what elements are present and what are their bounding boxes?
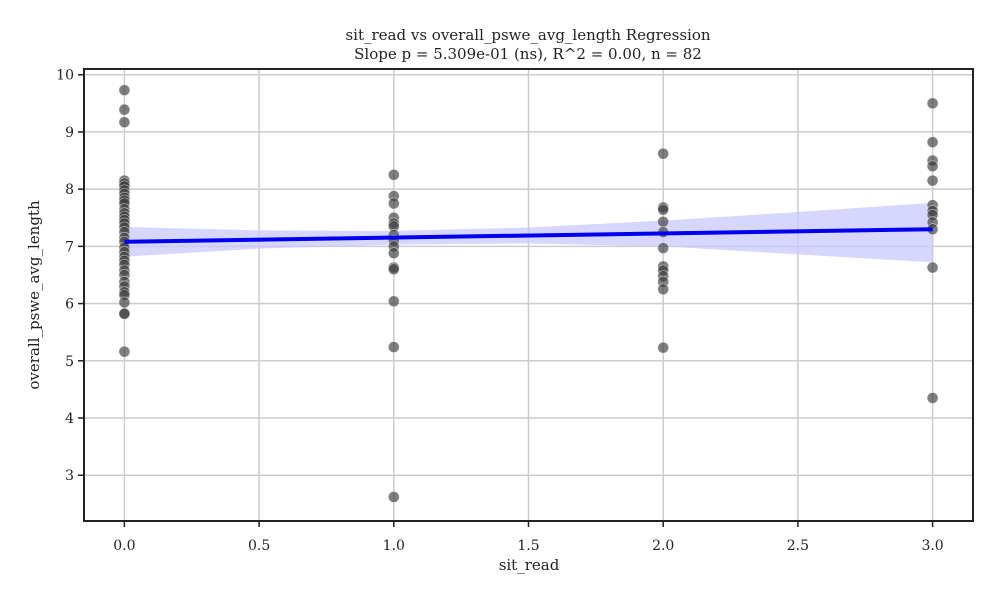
data-point xyxy=(657,203,669,216)
y-tick-label: 7 xyxy=(65,239,74,255)
data-point xyxy=(926,261,939,274)
data-point xyxy=(118,84,131,96)
chart-title-line-1: sit_read vs overall_pswe_avg_length Regr… xyxy=(345,26,710,44)
data-point xyxy=(657,147,669,160)
y-tick-label: 4 xyxy=(65,411,74,427)
x-axis-label: sit_read xyxy=(499,556,560,574)
y-tick-label: 3 xyxy=(65,468,74,484)
y-tick-label: 8 xyxy=(65,182,74,198)
confidence-band-layer xyxy=(124,202,933,263)
x-tick-label: 0.5 xyxy=(248,538,270,554)
data-point xyxy=(118,308,131,320)
data-point xyxy=(388,263,400,276)
y-tick-label: 5 xyxy=(65,354,74,370)
x-tick-label: 1.5 xyxy=(517,538,539,554)
data-point xyxy=(926,97,939,110)
scatter-points xyxy=(118,84,939,503)
data-point xyxy=(926,392,939,404)
y-tick-label: 9 xyxy=(65,125,74,141)
data-point xyxy=(388,247,400,260)
data-point xyxy=(118,345,131,358)
data-point xyxy=(388,341,400,353)
data-point xyxy=(118,116,131,129)
x-tick-label: 2.0 xyxy=(652,538,674,554)
y-tick-label: 10 xyxy=(56,68,74,84)
data-point xyxy=(926,160,939,173)
data-point xyxy=(657,242,669,254)
data-point xyxy=(926,136,939,149)
data-point xyxy=(657,283,669,296)
axis-ticks: 0.0 0.5 1.0 1.5 2.0 2.5 3.0 3 4 5 6 7 8 9 10 xyxy=(56,68,944,554)
y-axis-label: overall_pswe_avg_length xyxy=(25,200,43,390)
grid-lines xyxy=(84,69,973,521)
y-tick-label: 6 xyxy=(65,297,74,313)
chart-title-line-2: Slope p = 5.309e-01 (ns), R^2 = 0.00, n … xyxy=(354,45,702,63)
data-point xyxy=(118,296,131,309)
data-point xyxy=(657,341,669,354)
data-point xyxy=(657,215,669,228)
x-tick-label: 2.5 xyxy=(787,538,809,554)
data-point xyxy=(118,103,131,116)
data-point xyxy=(388,295,400,308)
x-tick-label: 0.0 xyxy=(113,538,135,554)
data-point xyxy=(388,197,400,210)
x-tick-label: 3.0 xyxy=(921,538,943,554)
data-point xyxy=(388,169,400,181)
confidence-band xyxy=(124,202,933,263)
data-point xyxy=(388,491,400,503)
regression-line xyxy=(124,227,933,244)
data-point xyxy=(926,174,939,187)
regression-line-layer xyxy=(124,227,933,244)
x-tick-label: 1.0 xyxy=(383,538,405,554)
